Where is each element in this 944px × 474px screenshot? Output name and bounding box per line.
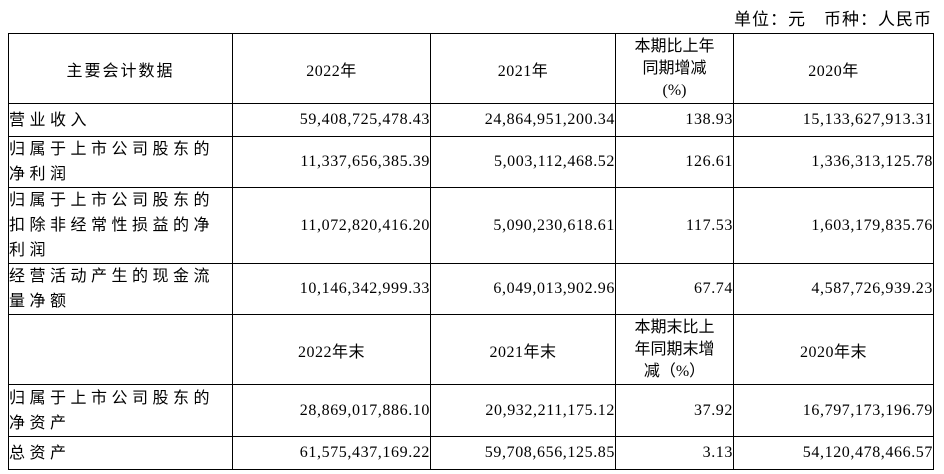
- value-change: 37.92: [615, 384, 734, 437]
- row-label: 总资产: [8, 436, 233, 470]
- value-2020: 1,603,179,835.76: [733, 187, 934, 264]
- value-2021: 24,864,951,200.34: [430, 103, 616, 137]
- value-2020: 54,120,478,466.57: [733, 436, 934, 470]
- table-row-net-profit: 归属于上市公司股东的净利润 11,337,656,385.39 5,003,11…: [8, 136, 934, 188]
- value-change: 126.61: [615, 136, 734, 188]
- eoy-header-row: 2022年末 2021年末 本期末比上 年同期末增 减（%） 2020年末: [8, 314, 934, 385]
- table-row-net-assets: 归属于上市公司股东的净资产 28,869,017,886.10 20,932,2…: [8, 384, 934, 437]
- table-row-total-assets: 总资产 61,575,437,169.22 59,708,656,125.85 …: [8, 436, 934, 470]
- header-year-2020: 2020年: [733, 33, 934, 104]
- header-eoy-2020: 2020年末: [733, 314, 934, 385]
- value-2020: 1,336,313,125.78: [733, 136, 934, 188]
- value-2021: 5,003,112,468.52: [430, 136, 616, 188]
- value-change: 67.74: [615, 263, 734, 315]
- header-year-2021: 2021年: [430, 33, 616, 104]
- header-eoy-2022: 2022年末: [232, 314, 431, 385]
- value-2020: 4,587,726,939.23: [733, 263, 934, 315]
- annual-header-row: 主要会计数据 2022年 2021年 本期比上年 同期增减 (%) 2020年: [8, 33, 934, 104]
- row-label: 归属于上市公司股东的净利润: [8, 136, 233, 188]
- header-year-2022: 2022年: [232, 33, 431, 104]
- header-eoy-change-pct: 本期末比上 年同期末增 减（%）: [615, 314, 734, 385]
- value-2020: 15,133,627,913.31: [733, 103, 934, 137]
- header-eoy-empty: [8, 314, 233, 385]
- row-label: 营业收入: [8, 103, 233, 137]
- value-2021: 59,708,656,125.85: [430, 436, 616, 470]
- unit-currency-note: 单位：元 币种：人民币: [734, 10, 932, 29]
- table-row-operating-cash-flow: 经营活动产生的现金流量净额 10,146,342,999.33 6,049,01…: [8, 263, 934, 315]
- row-label: 归属于上市公司股东的扣除非经常性损益的净利润: [8, 187, 233, 264]
- value-change: 138.93: [615, 103, 734, 137]
- financial-summary-table: 主要会计数据 2022年 2021年 本期比上年 同期增减 (%) 2020年 …: [8, 33, 934, 470]
- value-2022: 11,072,820,416.20: [232, 187, 431, 264]
- value-2022: 59,408,725,478.43: [232, 103, 431, 137]
- value-change: 117.53: [615, 187, 734, 264]
- table-row-net-profit-excl-nonrecurring: 归属于上市公司股东的扣除非经常性损益的净利润 11,072,820,416.20…: [8, 187, 934, 264]
- header-main-label: 主要会计数据: [8, 33, 233, 104]
- row-label: 经营活动产生的现金流量净额: [8, 263, 233, 315]
- value-change: 3.13: [615, 436, 734, 470]
- header-eoy-2021: 2021年末: [430, 314, 616, 385]
- value-2022: 11,337,656,385.39: [232, 136, 431, 188]
- value-2021: 6,049,013,902.96: [430, 263, 616, 315]
- table-row-operating-revenue: 营业收入 59,408,725,478.43 24,864,951,200.34…: [8, 103, 934, 137]
- value-2021: 5,090,230,618.61: [430, 187, 616, 264]
- value-2022: 10,146,342,999.33: [232, 263, 431, 315]
- row-label: 归属于上市公司股东的净资产: [8, 384, 233, 437]
- value-2022: 28,869,017,886.10: [232, 384, 431, 437]
- value-2021: 20,932,211,175.12: [430, 384, 616, 437]
- value-2020: 16,797,173,196.79: [733, 384, 934, 437]
- value-2022: 61,575,437,169.22: [232, 436, 431, 470]
- header-change-pct: 本期比上年 同期增减 (%): [615, 33, 734, 104]
